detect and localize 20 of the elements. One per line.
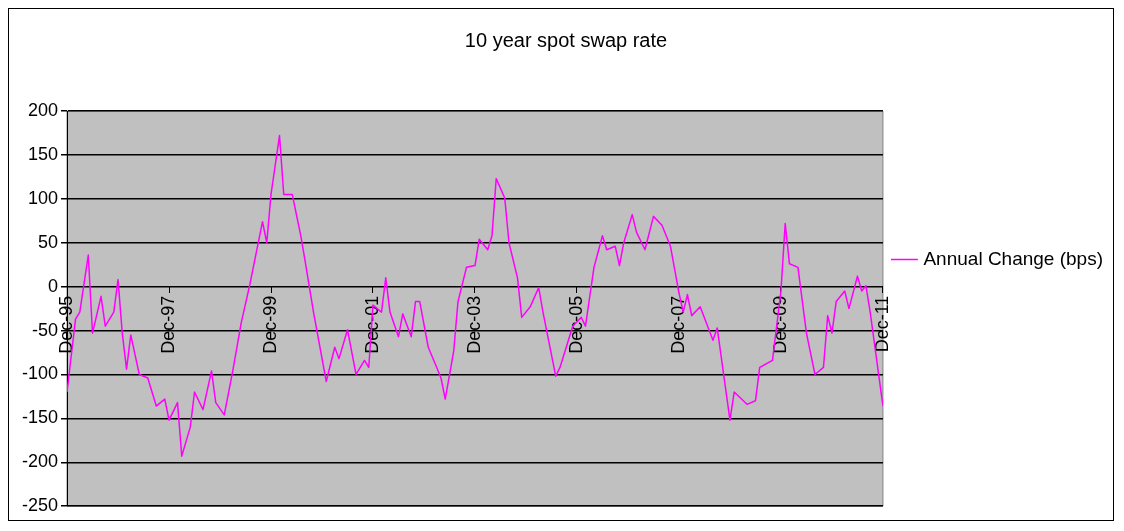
- y-tick-label: -250: [22, 495, 59, 516]
- x-tick-label: Dec-01: [361, 295, 382, 354]
- y-tick-label: 50: [38, 231, 59, 252]
- chart-title: 10 year spot swap rate: [464, 28, 668, 51]
- x-tick-label: Dec-99: [259, 295, 280, 354]
- x-tick-label: Dec-09: [769, 295, 790, 354]
- x-tick-label: Dec-97: [157, 295, 178, 354]
- y-tick-label: 100: [27, 187, 59, 208]
- y-tick-label: -100: [22, 363, 59, 384]
- y-tick-label: -150: [22, 407, 59, 428]
- x-tick-label: Dec-05: [565, 295, 586, 354]
- legend-label: Annual Change (bps): [923, 247, 1104, 269]
- y-tick-label: -50: [32, 319, 59, 340]
- x-tick-label: Dec-03: [463, 295, 484, 354]
- y-tick-label: -200: [22, 451, 59, 472]
- y-tick-label: 0: [48, 275, 59, 296]
- x-tick-label: Dec-07: [667, 295, 688, 354]
- y-tick-label: 200: [27, 99, 59, 120]
- y-tick-label: 150: [27, 143, 59, 164]
- x-tick-label: Dec-11: [871, 295, 892, 353]
